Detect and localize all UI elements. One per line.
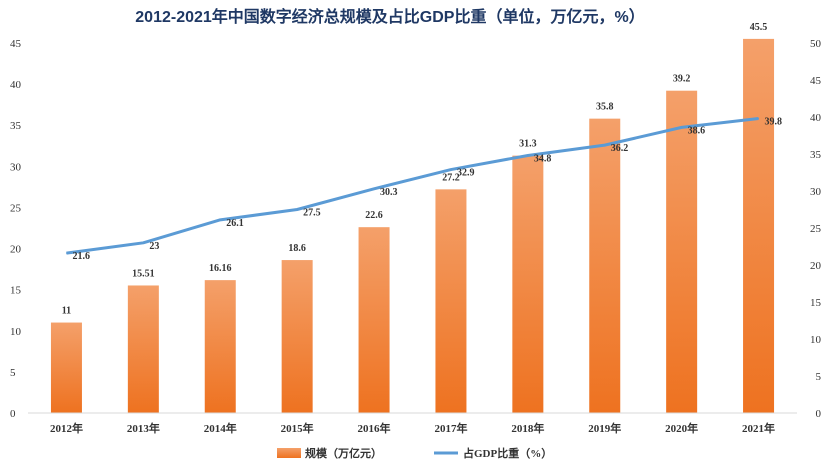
line-data-label: 27.5 — [303, 208, 321, 219]
bar-data-label: 27.2 — [442, 172, 460, 183]
right-axis-tick: 50 — [810, 38, 822, 50]
left-axis-tick: 40 — [10, 79, 22, 91]
left-axis-tick: 35 — [10, 120, 22, 132]
right-axis-tick: 25 — [810, 223, 822, 235]
line-point — [65, 252, 67, 254]
x-axis-tick: 2014年 — [204, 421, 237, 435]
bar-data-label: 18.6 — [288, 243, 306, 254]
bar-data-label: 35.8 — [596, 102, 614, 113]
right-axis-tick: 35 — [810, 149, 822, 161]
line-point — [604, 144, 606, 146]
bar — [281, 260, 313, 413]
bar-data-label: 39.2 — [673, 74, 691, 85]
right-axis-tick: 45 — [810, 75, 822, 87]
line-data-label: 39.8 — [765, 116, 783, 127]
line-point — [373, 188, 375, 190]
bar — [50, 322, 82, 413]
bar — [204, 280, 236, 413]
bar — [435, 189, 467, 413]
bar-data-label: 16.16 — [209, 263, 232, 274]
left-axis-tick: 20 — [10, 244, 22, 256]
chart-title: 2012-2021年中国数字经济总规模及占比GDP比重（单位，万亿元，%） — [135, 7, 644, 26]
line-data-label: 23 — [149, 241, 159, 252]
x-axis-tick: 2012年 — [50, 421, 83, 435]
legend-swatch-bar — [277, 448, 301, 458]
bar — [358, 227, 390, 413]
line-data-label: 32.9 — [457, 168, 475, 179]
left-axis: 0 5 10 15 20 25 30 35 40 45 — [10, 38, 22, 420]
left-axis-tick: 45 — [10, 38, 22, 50]
x-axis-tick: 2020年 — [665, 421, 698, 435]
x-axis-tick: 2017年 — [434, 421, 467, 435]
left-axis-tick: 30 — [10, 161, 22, 173]
line-path — [66, 116, 759, 255]
line-labels: 21.6 23 26.1 27.5 30.3 32.9 34.8 36.2 38.6 39.8 — [72, 116, 782, 262]
left-axis-tick: 25 — [10, 202, 22, 214]
line-data-label: 34.8 — [534, 153, 552, 164]
x-axis-tick: 2019年 — [588, 421, 621, 435]
line-point — [142, 242, 144, 244]
line-data-label: 30.3 — [380, 187, 398, 198]
bar-data-label: 22.6 — [365, 210, 383, 221]
line-data-label: 38.6 — [688, 125, 706, 136]
x-axis-tick: 2015年 — [281, 421, 314, 435]
line-data-label: 36.2 — [611, 143, 629, 154]
right-axis-tick: 10 — [810, 334, 822, 346]
bar-data-label: 45.5 — [750, 22, 768, 33]
legend-label-line: 占GDP比重（%） — [463, 446, 552, 460]
line-point — [219, 219, 221, 221]
line-point — [527, 154, 529, 156]
x-axis-tick: 2021年 — [742, 421, 775, 435]
bar — [589, 118, 621, 414]
line-series — [65, 116, 760, 255]
bar — [127, 285, 159, 413]
bar-data-label: 31.3 — [519, 139, 537, 150]
right-axis-tick: 5 — [816, 371, 822, 383]
line-point — [450, 169, 452, 171]
x-axis: 2012年 2013年 2014年 2015年 2016年 2017年 2018年 2019年… — [50, 421, 775, 435]
left-axis-tick: 10 — [10, 326, 22, 338]
bar-data-label: 15.51 — [132, 268, 155, 279]
bar-series — [50, 38, 775, 414]
right-axis-tick: 0 — [816, 408, 822, 420]
right-axis-tick: 20 — [810, 260, 822, 272]
line-data-label: 26.1 — [226, 218, 244, 229]
line-data-label: 21.6 — [72, 251, 90, 262]
bar-data-label: 11 — [62, 306, 71, 317]
left-axis-tick: 15 — [10, 285, 22, 297]
right-axis-tick: 40 — [810, 112, 822, 124]
legend: 规模（万亿元） 占GDP比重（%） — [277, 446, 552, 460]
line-point — [296, 209, 298, 210]
bar — [512, 155, 544, 413]
x-axis-tick: 2018年 — [511, 421, 544, 435]
bar — [666, 90, 698, 413]
bar — [743, 38, 775, 414]
line-point — [681, 126, 683, 128]
x-axis-tick: 2016年 — [358, 421, 391, 435]
line-point — [758, 117, 760, 119]
right-axis-tick: 15 — [810, 297, 822, 309]
bar-labels: 11 15.51 16.16 18.6 22.6 27.2 31.3 35.8 39.2 45.5 — [62, 22, 768, 317]
left-axis-tick: 5 — [10, 367, 16, 379]
x-axis-tick: 2013年 — [127, 421, 160, 435]
legend-label-bar: 规模（万亿元） — [305, 446, 382, 460]
left-axis-tick: 0 — [10, 408, 16, 420]
right-axis: 0 5 10 15 20 25 30 35 40 45 50 — [810, 38, 822, 420]
right-axis-tick: 30 — [810, 186, 822, 198]
